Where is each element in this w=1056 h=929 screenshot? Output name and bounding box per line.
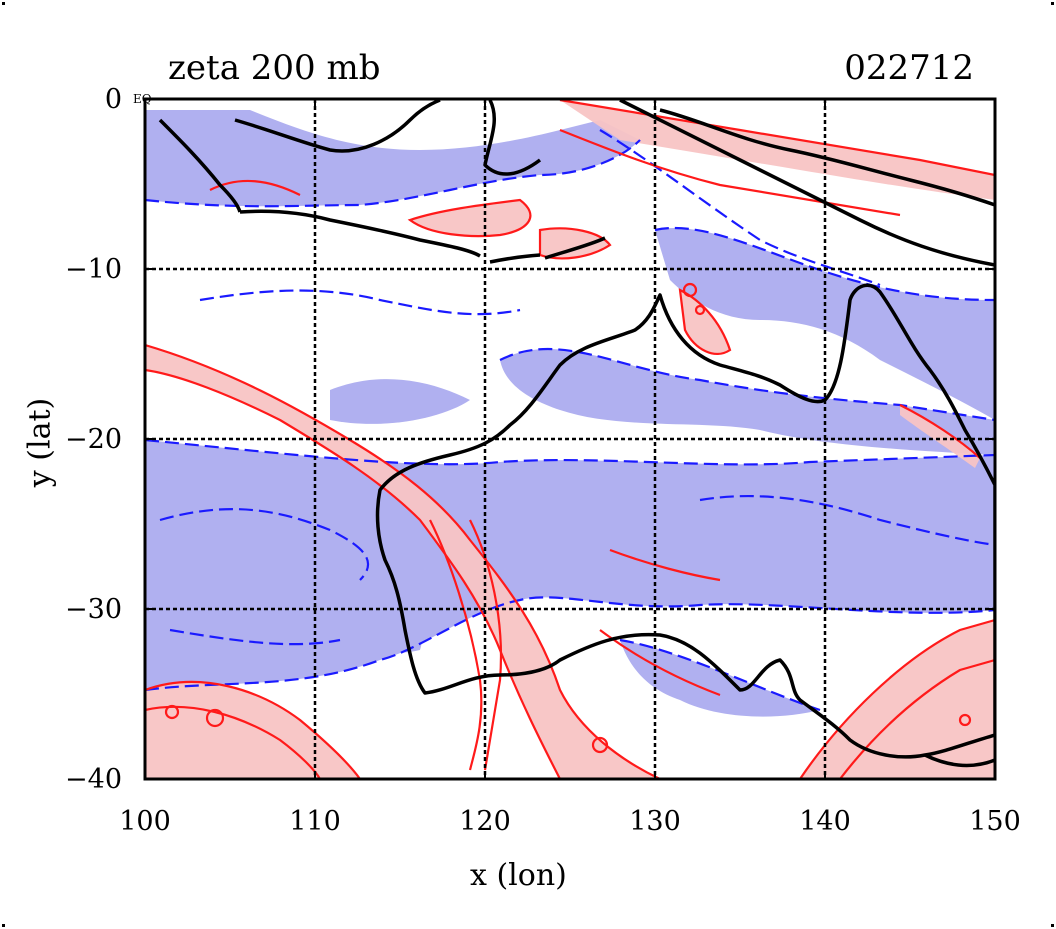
timor-coastline <box>544 236 606 260</box>
eq-label: EQ <box>133 92 152 106</box>
java-coastline <box>239 209 481 258</box>
plot-title: zeta 200 mb <box>168 48 381 88</box>
y-axis-label: y (lat) <box>22 397 58 488</box>
positive-contours <box>145 99 995 779</box>
x-tick-3: 130 <box>629 806 681 837</box>
negative-vorticity-fill <box>145 110 995 717</box>
x-tick-2: 120 <box>459 806 511 837</box>
x-tick-1: 110 <box>289 806 341 837</box>
x-tick-4: 140 <box>799 806 851 837</box>
x-axis-label: x (lon) <box>470 858 567 893</box>
new-guinea-coastline <box>619 99 995 267</box>
tick-marks <box>144 98 996 780</box>
y-tick-1: −10 <box>65 254 122 285</box>
borneo-coastline <box>234 99 441 153</box>
corner-mark-bl <box>2 924 5 927</box>
date-code: 022712 <box>844 48 974 88</box>
corner-mark-br <box>1051 924 1054 927</box>
y-tick-3: −30 <box>65 594 122 625</box>
x-tick-5: 150 <box>969 806 1021 837</box>
x-tick-0: 100 <box>119 806 171 837</box>
australia-coastline <box>375 283 995 759</box>
corner-mark-tr <box>1051 2 1054 5</box>
sumatra-coastline <box>158 118 242 213</box>
gridlines <box>145 99 995 779</box>
coastlines <box>158 99 995 768</box>
new-guinea-north-coastline <box>659 108 995 207</box>
y-tick-4: −40 <box>65 764 122 795</box>
tasmania-coastline <box>924 753 995 768</box>
corner-mark-tl <box>2 2 5 5</box>
y-tick-0: 0 <box>104 84 122 115</box>
sunda-coastline <box>489 253 541 264</box>
negative-contours <box>145 129 995 712</box>
y-tick-2: −20 <box>65 424 122 455</box>
